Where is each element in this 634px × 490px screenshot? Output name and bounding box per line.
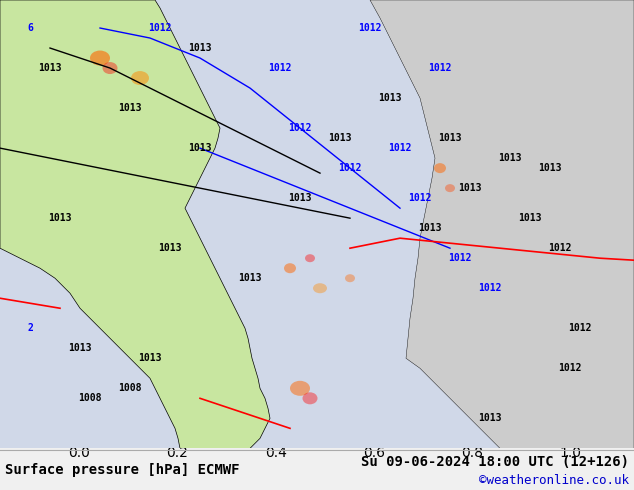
Text: ©weatheronline.co.uk: ©weatheronline.co.uk bbox=[479, 473, 629, 487]
Ellipse shape bbox=[302, 392, 318, 404]
Ellipse shape bbox=[131, 71, 149, 85]
Ellipse shape bbox=[445, 184, 455, 192]
Ellipse shape bbox=[313, 283, 327, 293]
Text: 6: 6 bbox=[27, 23, 33, 33]
Text: 1008: 1008 bbox=[119, 383, 142, 393]
Polygon shape bbox=[0, 0, 270, 448]
Text: 1012: 1012 bbox=[408, 193, 432, 203]
Text: 1013: 1013 bbox=[478, 414, 501, 423]
Text: 1012: 1012 bbox=[448, 253, 472, 263]
Text: Su 09-06-2024 18:00 UTC (12+126): Su 09-06-2024 18:00 UTC (12+126) bbox=[361, 455, 629, 469]
Text: 1012: 1012 bbox=[358, 23, 382, 33]
Text: 1013: 1013 bbox=[288, 193, 312, 203]
Text: 1012: 1012 bbox=[268, 63, 292, 73]
Text: 1013: 1013 bbox=[238, 273, 262, 283]
Text: Surface pressure [hPa] ECMWF: Surface pressure [hPa] ECMWF bbox=[5, 463, 240, 477]
Ellipse shape bbox=[434, 163, 446, 173]
Text: 1012: 1012 bbox=[148, 23, 172, 33]
Text: 1012: 1012 bbox=[548, 243, 572, 253]
Text: 1012: 1012 bbox=[559, 363, 582, 373]
Text: 1012: 1012 bbox=[288, 123, 312, 133]
Text: 1013: 1013 bbox=[328, 133, 352, 143]
Text: 1008: 1008 bbox=[78, 393, 101, 403]
Text: 1013: 1013 bbox=[418, 223, 442, 233]
Polygon shape bbox=[480, 0, 634, 448]
Text: 1013: 1013 bbox=[68, 343, 92, 353]
Ellipse shape bbox=[90, 50, 110, 66]
Text: 1013: 1013 bbox=[498, 153, 522, 163]
Text: 1013: 1013 bbox=[38, 63, 61, 73]
Ellipse shape bbox=[103, 62, 117, 74]
Text: 1013: 1013 bbox=[438, 133, 462, 143]
Text: 1012: 1012 bbox=[428, 63, 452, 73]
Text: 1013: 1013 bbox=[378, 93, 402, 103]
Text: 1013: 1013 bbox=[119, 103, 142, 113]
Text: 1013: 1013 bbox=[188, 43, 212, 53]
Text: 1012: 1012 bbox=[339, 163, 362, 173]
Ellipse shape bbox=[345, 274, 355, 282]
Text: 1013: 1013 bbox=[518, 213, 541, 223]
Text: 1012: 1012 bbox=[568, 323, 592, 333]
Text: 1013: 1013 bbox=[188, 143, 212, 153]
Ellipse shape bbox=[305, 254, 315, 262]
Text: 1013: 1013 bbox=[158, 243, 182, 253]
Text: 1013: 1013 bbox=[48, 213, 72, 223]
Text: 1013: 1013 bbox=[138, 353, 162, 363]
Ellipse shape bbox=[290, 381, 310, 396]
Polygon shape bbox=[370, 0, 634, 448]
Text: 1012: 1012 bbox=[388, 143, 411, 153]
Text: 1013: 1013 bbox=[458, 183, 482, 193]
Text: 2: 2 bbox=[27, 323, 33, 333]
Text: 1012: 1012 bbox=[478, 283, 501, 293]
Text: 1013: 1013 bbox=[538, 163, 562, 173]
Ellipse shape bbox=[284, 263, 296, 273]
